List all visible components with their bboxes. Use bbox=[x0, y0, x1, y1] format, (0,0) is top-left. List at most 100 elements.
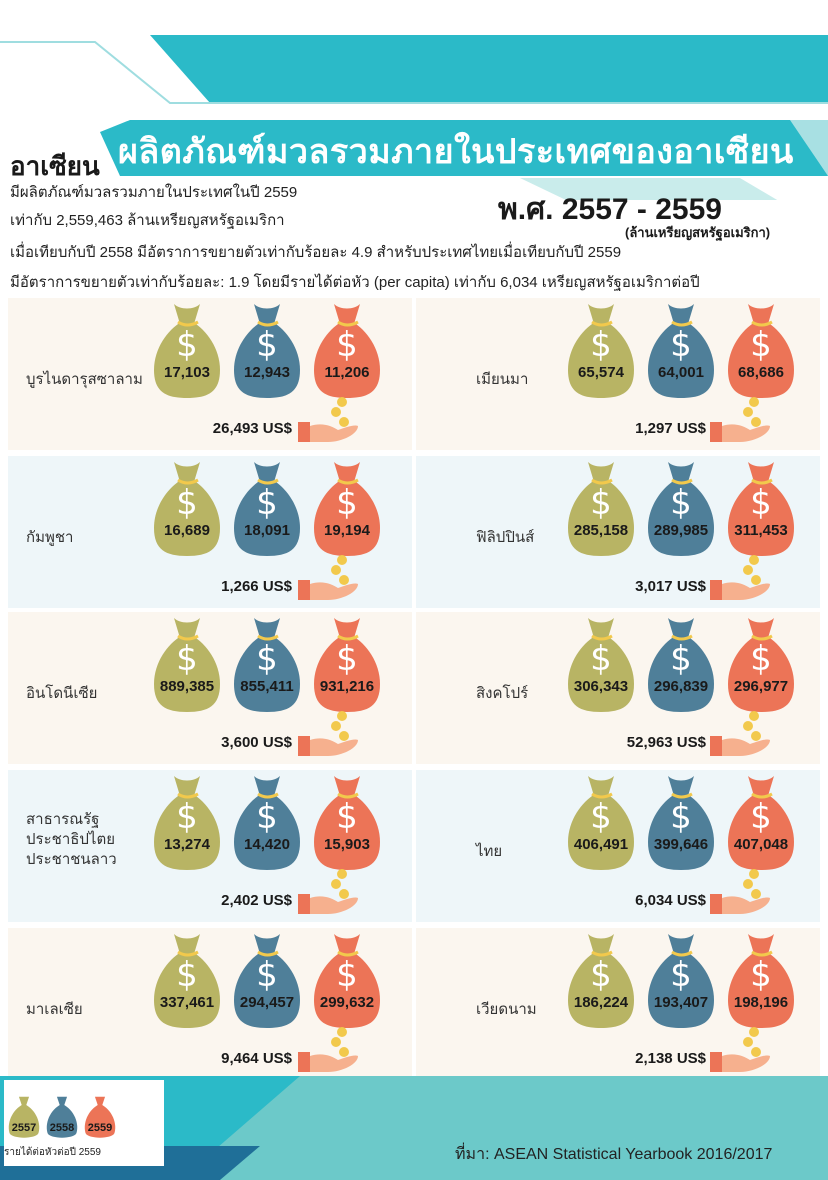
country-name: อินโดนีเซีย bbox=[26, 685, 98, 702]
svg-text:$: $ bbox=[750, 483, 772, 523]
svg-text:$: $ bbox=[256, 955, 278, 995]
gdp-value-2557: 306,343 bbox=[573, 678, 629, 695]
gdp-value-2559: 11,206 bbox=[324, 364, 370, 381]
gdp-value-2558: 399,646 bbox=[653, 836, 709, 853]
per-capita-income: 26,493 US$ bbox=[212, 420, 292, 437]
gdp-bag-2557: $285,158 bbox=[562, 458, 640, 558]
country-name: ฟิลิปปินส์ bbox=[476, 529, 535, 546]
per-capita-income: 9,464 US$ bbox=[221, 1050, 292, 1067]
coin-hand-icon bbox=[710, 710, 772, 758]
gdp-bag-2558: $399,646 bbox=[642, 772, 720, 872]
svg-text:$: $ bbox=[176, 955, 198, 995]
gdp-bag-2559: $296,977 bbox=[722, 614, 800, 714]
svg-text:$: $ bbox=[670, 483, 692, 523]
gdp-bag-2557: $65,574 bbox=[562, 300, 640, 400]
svg-text:$: $ bbox=[750, 797, 772, 837]
gdp-bag-2557: $889,385 bbox=[148, 614, 226, 714]
gdp-bag-2558: $64,001 bbox=[642, 300, 720, 400]
gdp-value-2559: 407,048 bbox=[733, 836, 789, 853]
country-panel: ไทย $406,491 $399,646 $407,048 6,034 US$ bbox=[416, 770, 820, 922]
gdp-bag-2557: $13,274 bbox=[148, 772, 226, 872]
gdp-bag-2558: $296,839 bbox=[642, 614, 720, 714]
per-capita-income: 2,138 US$ bbox=[635, 1050, 706, 1067]
gdp-value-2558: 289,985 bbox=[653, 522, 709, 539]
svg-text:$: $ bbox=[256, 325, 278, 365]
gdp-bag-2558: $14,420 bbox=[228, 772, 306, 872]
intro-line-3: เมื่อเทียบกับปี 2558 มีอัตราการขยายตัวเท… bbox=[10, 244, 622, 261]
gdp-bag-2559: $299,632 bbox=[308, 930, 386, 1030]
gdp-bag-2557: $337,461 bbox=[148, 930, 226, 1030]
gdp-bag-2558: $193,407 bbox=[642, 930, 720, 1030]
svg-text:$: $ bbox=[256, 483, 278, 523]
svg-text:$: $ bbox=[670, 639, 692, 679]
gdp-value-2558: 294,457 bbox=[239, 994, 295, 1011]
unit-label: (ล้านเหรียญสหรัฐอเมริกา) bbox=[625, 225, 771, 240]
svg-text:$: $ bbox=[670, 797, 692, 837]
gdp-value-2557: 65,574 bbox=[578, 364, 624, 381]
gdp-value-2558: 18,091 bbox=[244, 522, 290, 539]
coin-hand-icon bbox=[710, 554, 772, 602]
per-capita-income: 1,266 US$ bbox=[221, 578, 292, 595]
svg-text:$: $ bbox=[750, 639, 772, 679]
gdp-bag-2559: $15,903 bbox=[308, 772, 386, 872]
gdp-bag-2557: $16,689 bbox=[148, 458, 226, 558]
country-panel: สิงคโปร์ $306,343 $296,839 $296,977 52,963 U… bbox=[416, 612, 820, 764]
gdp-value-2557: 16,689 bbox=[164, 522, 210, 539]
country-panel: อินโดนีเซีย $889,385 $855,411 $931,216 3,600… bbox=[8, 612, 412, 764]
coin-hand-icon bbox=[710, 1026, 772, 1074]
gdp-bag-2559: $311,453 bbox=[722, 458, 800, 558]
gdp-bag-2559: $407,048 bbox=[722, 772, 800, 872]
gdp-bag-2559: $198,196 bbox=[722, 930, 800, 1030]
country-panel: บูรไนดารุสซาลาม $17,103 $12,943 $11,206 26,4… bbox=[8, 298, 412, 450]
country-name: มาเลเซีย bbox=[26, 1001, 83, 1018]
gdp-bag-2557: $186,224 bbox=[562, 930, 640, 1030]
country-panel: เมียนมา $65,574 $64,001 $68,686 1,297 US$ bbox=[416, 298, 820, 450]
source-citation: ที่มา: ASEAN Statistical Yearbook 2016/2… bbox=[455, 1146, 773, 1163]
gdp-value-2559: 931,216 bbox=[319, 678, 375, 695]
title-banner bbox=[100, 120, 828, 176]
gdp-value-2557: 17,103 bbox=[164, 364, 210, 381]
legend-bag-2559: 2559 bbox=[82, 1094, 118, 1140]
legend-year-2557: 2557 bbox=[11, 1122, 37, 1134]
gdp-value-2559: 68,686 bbox=[738, 364, 784, 381]
coin-hand-icon bbox=[298, 396, 360, 444]
legend-year-2558: 2558 bbox=[49, 1122, 75, 1134]
svg-text:$: $ bbox=[590, 639, 612, 679]
gdp-value-2558: 193,407 bbox=[653, 994, 709, 1011]
gdp-value-2558: 64,001 bbox=[658, 364, 704, 381]
intro-line-4: มีอัตราการขยายตัวเท่ากับร้อยละ: 1.9 โดยม… bbox=[10, 274, 700, 291]
gdp-bag-2557: $406,491 bbox=[562, 772, 640, 872]
country-name: เวียดนาม bbox=[476, 1001, 537, 1018]
gdp-bag-2558: $12,943 bbox=[228, 300, 306, 400]
gdp-bag-2559: $19,194 bbox=[308, 458, 386, 558]
legend-box: 2557 2558 2559 bbox=[4, 1080, 164, 1166]
country-panel: กัมพูชา $16,689 $18,091 $19,194 1,266 US$ bbox=[8, 456, 412, 608]
gdp-bag-2559: $68,686 bbox=[722, 300, 800, 400]
gdp-bag-2559: $11,206 bbox=[308, 300, 386, 400]
gdp-bag-2559: $931,216 bbox=[308, 614, 386, 714]
per-capita-income: 1,297 US$ bbox=[635, 420, 706, 437]
gdp-value-2559: 311,453 bbox=[734, 522, 788, 539]
svg-text:$: $ bbox=[256, 797, 278, 837]
gdp-bag-2557: $17,103 bbox=[148, 300, 226, 400]
gdp-bag-2558: $289,985 bbox=[642, 458, 720, 558]
svg-text:$: $ bbox=[176, 325, 198, 365]
intro-line-1: มีผลิตภัณฑ์มวลรวมภายในประเทศในปี 2559 bbox=[10, 184, 298, 201]
svg-text:$: $ bbox=[336, 797, 358, 837]
svg-text:$: $ bbox=[176, 483, 198, 523]
svg-text:$: $ bbox=[256, 639, 278, 679]
coin-hand-icon bbox=[298, 554, 360, 602]
country-panel: ฟิลิปปินส์ $285,158 $289,985 $311,453 3,017 … bbox=[416, 456, 820, 608]
svg-text:$: $ bbox=[336, 955, 358, 995]
gdp-value-2558: 855,411 bbox=[240, 678, 294, 695]
gdp-value-2559: 15,903 bbox=[324, 836, 370, 853]
svg-text:$: $ bbox=[590, 325, 612, 365]
gdp-value-2558: 12,943 bbox=[244, 364, 290, 381]
gdp-value-2559: 198,196 bbox=[733, 994, 789, 1011]
coin-hand-icon bbox=[298, 868, 360, 916]
country-name: สาธารณรัฐ ประชาธิปไตย ประชาชนลาว bbox=[26, 811, 117, 868]
gdp-value-2559: 19,194 bbox=[324, 522, 370, 539]
region-label: อาเซียน bbox=[10, 151, 100, 181]
svg-text:$: $ bbox=[590, 483, 612, 523]
country-panel: มาเลเซีย $337,461 $294,457 $299,632 9,464 US… bbox=[8, 928, 412, 1080]
